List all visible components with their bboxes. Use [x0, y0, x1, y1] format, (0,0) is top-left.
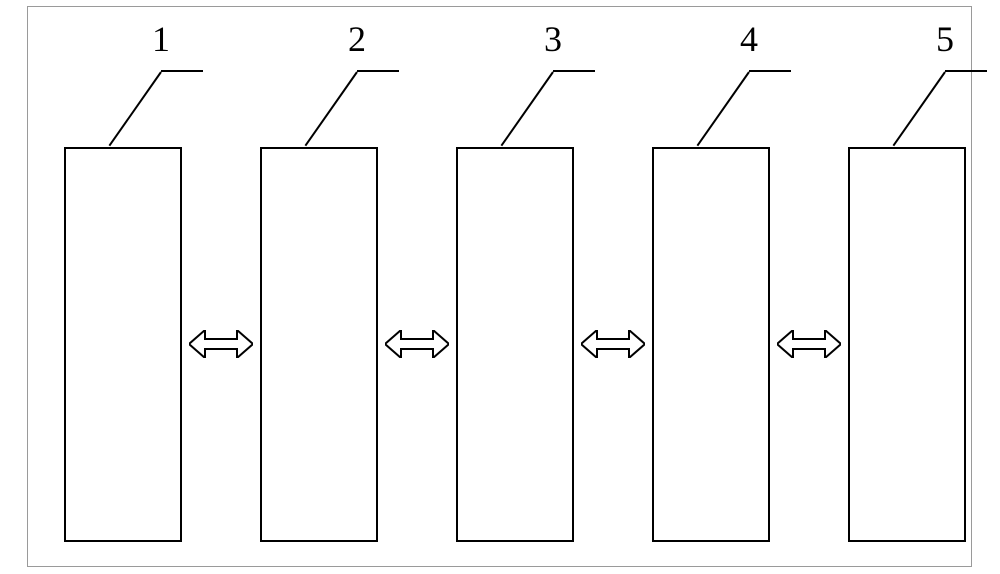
leader-tick-1 — [161, 70, 203, 72]
double-arrow-icon-2 — [385, 330, 449, 358]
double-arrow-icon-3 — [581, 330, 645, 358]
bar-4 — [652, 147, 770, 542]
bar-3 — [456, 147, 574, 542]
label-5: 5 — [925, 18, 965, 60]
bar-5 — [848, 147, 966, 542]
label-3: 3 — [533, 18, 573, 60]
double-arrow-icon-4 — [777, 330, 841, 358]
leader-tick-5 — [945, 70, 987, 72]
bar-1 — [64, 147, 182, 542]
bar-2 — [260, 147, 378, 542]
label-1: 1 — [141, 18, 181, 60]
label-4: 4 — [729, 18, 769, 60]
double-arrow-icon-1 — [189, 330, 253, 358]
label-2: 2 — [337, 18, 377, 60]
leader-tick-3 — [553, 70, 595, 72]
leader-tick-2 — [357, 70, 399, 72]
leader-tick-4 — [749, 70, 791, 72]
